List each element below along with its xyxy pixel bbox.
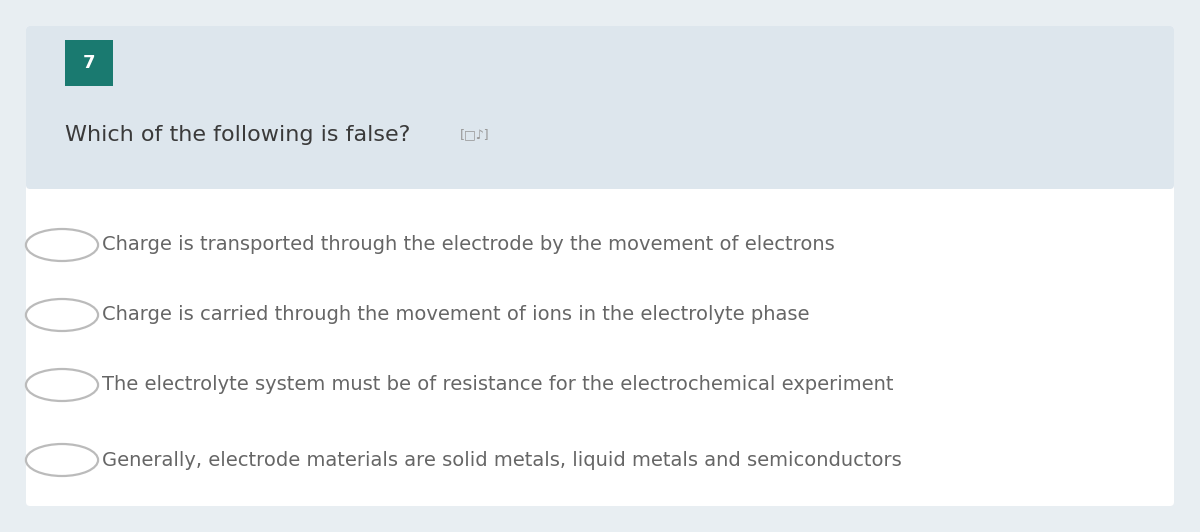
Ellipse shape (26, 299, 98, 331)
Text: 7: 7 (83, 54, 95, 72)
Text: Charge is transported through the electrode by the movement of electrons: Charge is transported through the electr… (102, 236, 835, 254)
FancyBboxPatch shape (65, 40, 113, 86)
FancyBboxPatch shape (26, 26, 1174, 506)
Ellipse shape (26, 229, 98, 261)
FancyBboxPatch shape (26, 26, 1174, 189)
Text: Which of the following is false?: Which of the following is false? (65, 125, 410, 145)
Text: Charge is carried through the movement of ions in the electrolyte phase: Charge is carried through the movement o… (102, 305, 810, 325)
Text: [□♪]: [□♪] (460, 129, 490, 142)
Ellipse shape (26, 444, 98, 476)
Text: Generally, electrode materials are solid metals, liquid metals and semiconductor: Generally, electrode materials are solid… (102, 451, 901, 470)
Ellipse shape (26, 369, 98, 401)
Text: The electrolyte system must be of resistance for the electrochemical experiment: The electrolyte system must be of resist… (102, 376, 894, 395)
